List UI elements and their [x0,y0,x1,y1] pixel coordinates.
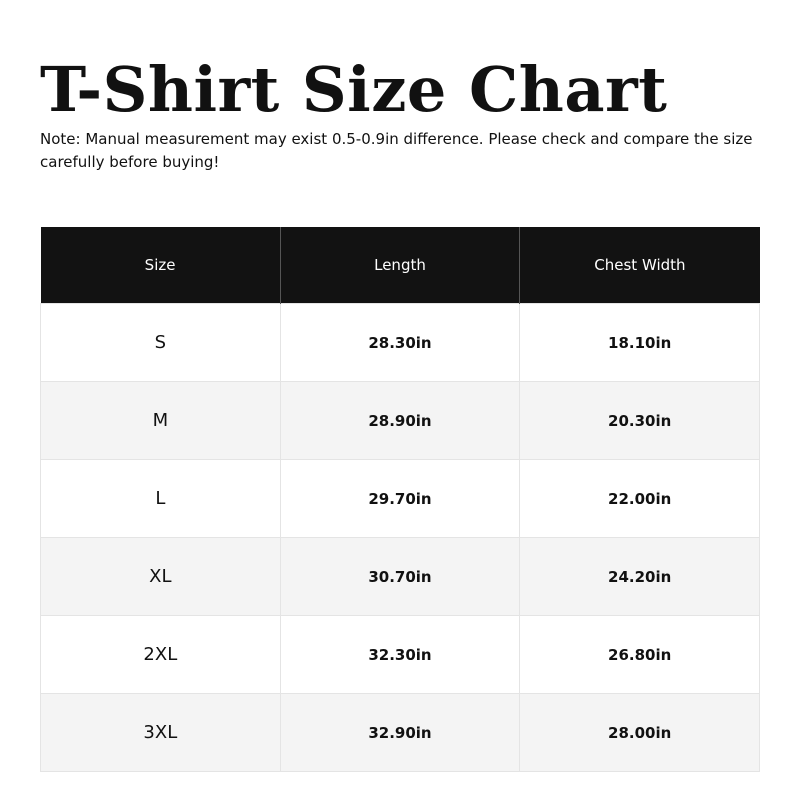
header-chest-width: Chest Width [519,227,760,304]
cell-chest-width: 28.00in [519,693,760,772]
cell-size: 3XL [40,693,281,772]
cell-length: 28.90in [279,381,521,460]
cell-chest-width: 26.80in [519,615,760,694]
cell-size: XL [40,537,281,616]
measurement-note: Note: Manual measurement may exist 0.5-0… [40,130,753,171]
cell-chest-width: 18.10in [519,303,760,382]
cell-size: L [40,459,281,538]
cell-length: 28.30in [279,303,521,382]
cell-size: M [40,381,281,460]
header-size: Size [40,227,281,304]
cell-length: 30.70in [279,537,521,616]
cell-length: 29.70in [279,459,521,538]
cell-size: 2XL [40,615,281,694]
cell-chest-width: 24.20in [519,537,760,616]
header-length: Length [279,227,520,304]
table-row: L 29.70in 22.00in [40,459,760,538]
table-row: 2XL 32.30in 26.80in [40,615,760,694]
size-chart-table: Size Length Chest Width S 28.30in 18.10in M… [40,227,760,772]
cell-length: 32.90in [279,693,521,772]
table-row: S 28.30in 18.10in [40,303,760,382]
cell-size: S [40,303,281,382]
cell-chest-width: 20.30in [519,381,760,460]
table-row: XL 30.70in 24.20in [40,537,760,616]
page-title: T-Shirt Size Chart [40,53,668,126]
table-row: M 28.90in 20.30in [40,381,760,460]
table-row: 3XL 32.90in 28.00in [40,693,760,772]
cell-chest-width: 22.00in [519,459,760,538]
cell-length: 32.30in [279,615,521,694]
table-header-row: Size Length Chest Width [40,227,760,304]
